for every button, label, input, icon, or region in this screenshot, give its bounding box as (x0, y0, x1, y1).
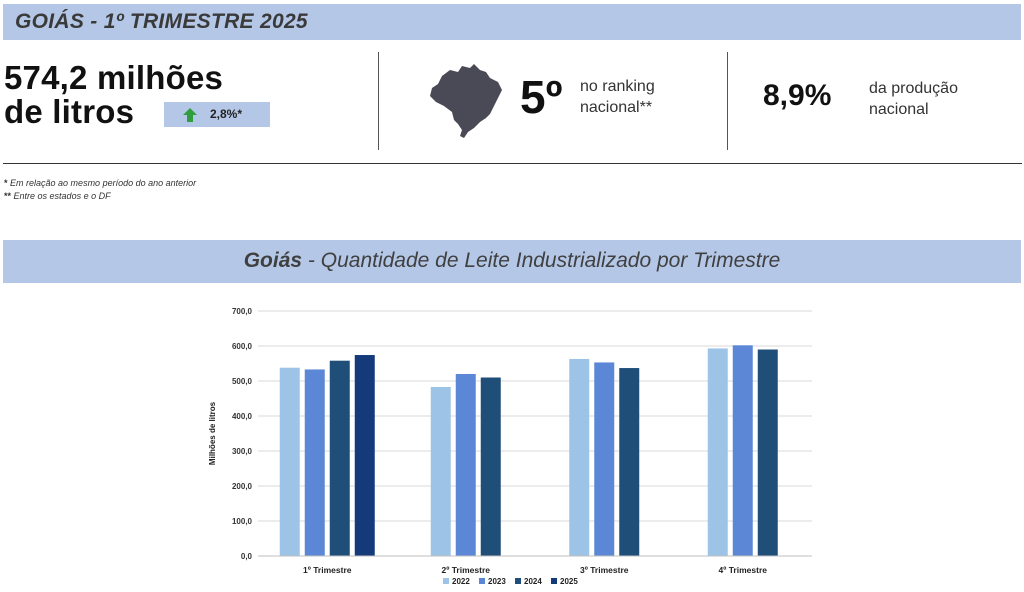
bar-2022 (430, 386, 451, 556)
bar-2022 (707, 348, 728, 556)
y-tick-label: 400,0 (232, 412, 253, 421)
bar-2023 (594, 362, 615, 556)
legend-label: 2022 (452, 577, 470, 586)
divider (727, 52, 728, 150)
y-tick-label: 200,0 (232, 482, 253, 491)
share-text: da produção nacional (869, 80, 958, 118)
legend-label: 2024 (524, 577, 542, 586)
brazil-map-icon (428, 62, 504, 140)
footnote: ** Entre os estados e o DF (4, 191, 111, 201)
divider (3, 163, 1022, 164)
legend-swatch (551, 578, 557, 584)
bar-2022 (279, 367, 300, 556)
volume-line-1: 574,2 milhões (4, 59, 224, 96)
bar-2023 (732, 345, 753, 556)
bar-2024 (329, 360, 350, 556)
x-tick-label: 3º Trimestre (580, 565, 629, 575)
legend-label: 2025 (560, 577, 578, 586)
title-band: GOIÁS - 1º TRIMESTRE 2025 (3, 4, 1021, 40)
legend-swatch (479, 578, 485, 584)
share-value: 8,9% (763, 79, 832, 112)
bar-2023 (304, 369, 325, 556)
footnotes: * Em relação ao mesmo período do ano ant… (4, 177, 196, 203)
y-axis-label: Milhões de litros (208, 401, 217, 465)
bar-chart: 0,0 100,0 200,0 300,0 400,0 500,0 600,0 700,0 Mi… (208, 307, 812, 586)
y-tick-label: 600,0 (232, 342, 253, 351)
x-tick-label: 4º Trimestre (719, 565, 768, 575)
page-title: GOIÁS - 1º TRIMESTRE 2025 (15, 10, 308, 33)
y-tick-label: 700,0 (232, 307, 253, 316)
x-tick-label: 1º Trimestre (303, 565, 352, 575)
x-tick-label: 2º Trimestre (442, 565, 491, 575)
volume-line-2: de litros (4, 93, 135, 130)
y-tick-label: 0,0 (241, 552, 253, 561)
up-arrow-icon (183, 108, 197, 122)
growth-value: 2,8%* (210, 107, 243, 121)
footnote: * Em relação ao mesmo período do ano ant… (4, 178, 197, 188)
chart-title-rest: - Quantidade de Leite Industrializado po… (307, 249, 781, 272)
rank-value: 5º (520, 71, 563, 123)
volume-value: 574,2 milhões de litros (4, 61, 223, 129)
legend-swatch (515, 578, 521, 584)
bar-2022 (569, 358, 590, 556)
y-tick-label: 500,0 (232, 377, 253, 386)
bar-2023 (455, 374, 476, 556)
chart-title-bold: Goiás (243, 249, 303, 272)
chart-title: Goiás - Quantidade de Leite Industrializ… (3, 249, 1021, 273)
legend-label: 2023 (488, 577, 506, 586)
y-tick-label: 100,0 (232, 517, 253, 526)
kpi-row: 574,2 milhões de litros 2,8%* 5º no rank… (0, 48, 1024, 158)
growth-badge: 2,8%* (164, 102, 270, 127)
bar-2024 (757, 349, 778, 556)
bar-2024 (619, 368, 640, 556)
chart-title-band: Goiás - Quantidade de Leite Industrializ… (3, 240, 1021, 283)
divider (378, 52, 379, 150)
bar-2024 (480, 377, 501, 556)
rank-text: no ranking nacional** (580, 78, 655, 116)
legend-swatch (443, 578, 449, 584)
y-tick-label: 300,0 (232, 447, 253, 456)
bar-2025 (354, 355, 375, 556)
